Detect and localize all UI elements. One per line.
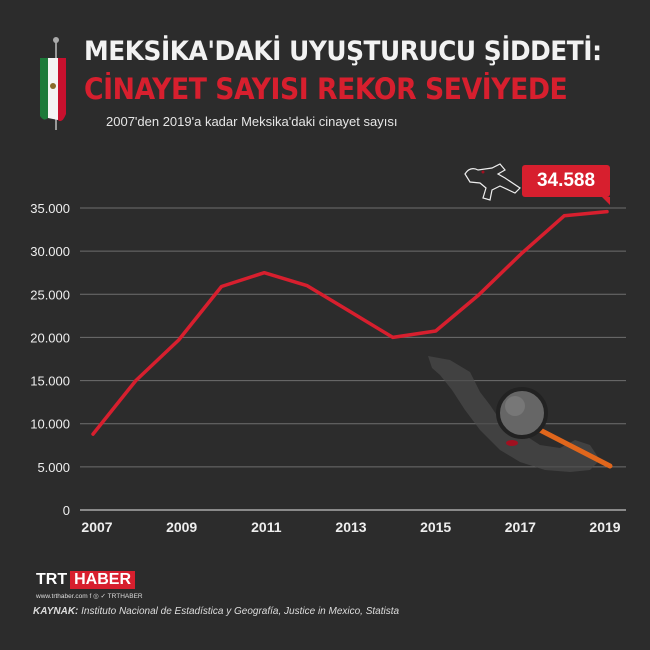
mexico-map-silhouette	[428, 356, 600, 472]
trt-haber-logo: TRT HABER	[36, 571, 135, 589]
subtitle: 2007'den 2019'a kadar Meksika'daki cinay…	[106, 114, 398, 129]
title-line1: MEKSİKA'DAKİ UYUŞTURUCU ŞİDDETİ:	[84, 36, 602, 67]
y-tick-label: 15.000	[30, 374, 70, 389]
y-tick-label: 5.000	[37, 460, 70, 475]
logo-trt: TRT	[36, 571, 68, 588]
source-label: KAYNAK:	[33, 606, 79, 617]
x-tick-label: 2011	[251, 519, 282, 535]
y-tick-label: 35.000	[30, 201, 70, 216]
chalk-body-outline-icon	[464, 163, 521, 201]
x-tick-label: 2013	[335, 519, 366, 535]
x-tick-label: 2009	[166, 519, 197, 535]
magnifier-icon	[496, 387, 613, 469]
x-tick-label: 2019	[589, 519, 620, 535]
social-links: www.trthaber.com f ◎ ✓ TRTHABER	[36, 593, 143, 600]
source-text: Instituto Nacional de Estadística y Geog…	[78, 606, 400, 617]
y-tick-label: 0	[63, 503, 70, 518]
title-line2: CİNAYET SAYISI REKOR SEVİYEDE	[84, 72, 568, 106]
y-tick-label: 30.000	[30, 244, 70, 259]
value-callout: 34.588	[522, 165, 610, 205]
source-note: KAYNAK: Instituto Nacional de Estadístic…	[33, 606, 399, 617]
x-tick-label: 2007	[81, 519, 112, 535]
series-line	[91, 209, 609, 436]
y-tick-label: 10.000	[30, 417, 70, 432]
y-tick-label: 25.000	[30, 287, 70, 302]
x-tick-label: 2017	[505, 519, 536, 535]
mexico-flag-icon	[40, 37, 66, 130]
logo-haber: HABER	[70, 571, 135, 589]
x-tick-label: 2015	[420, 519, 451, 535]
y-tick-label: 20.000	[30, 330, 70, 345]
